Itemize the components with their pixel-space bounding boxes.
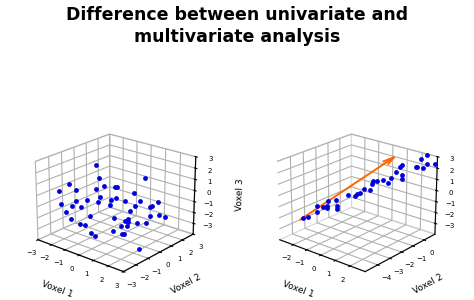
Y-axis label: Voxel 2: Voxel 2 (170, 272, 202, 296)
Text: Difference between univariate and
multivariate analysis: Difference between univariate and multiv… (66, 6, 408, 46)
X-axis label: Voxel 1: Voxel 1 (40, 279, 73, 299)
Y-axis label: Voxel 2: Voxel 2 (411, 272, 444, 296)
X-axis label: Voxel 1: Voxel 1 (282, 279, 315, 299)
